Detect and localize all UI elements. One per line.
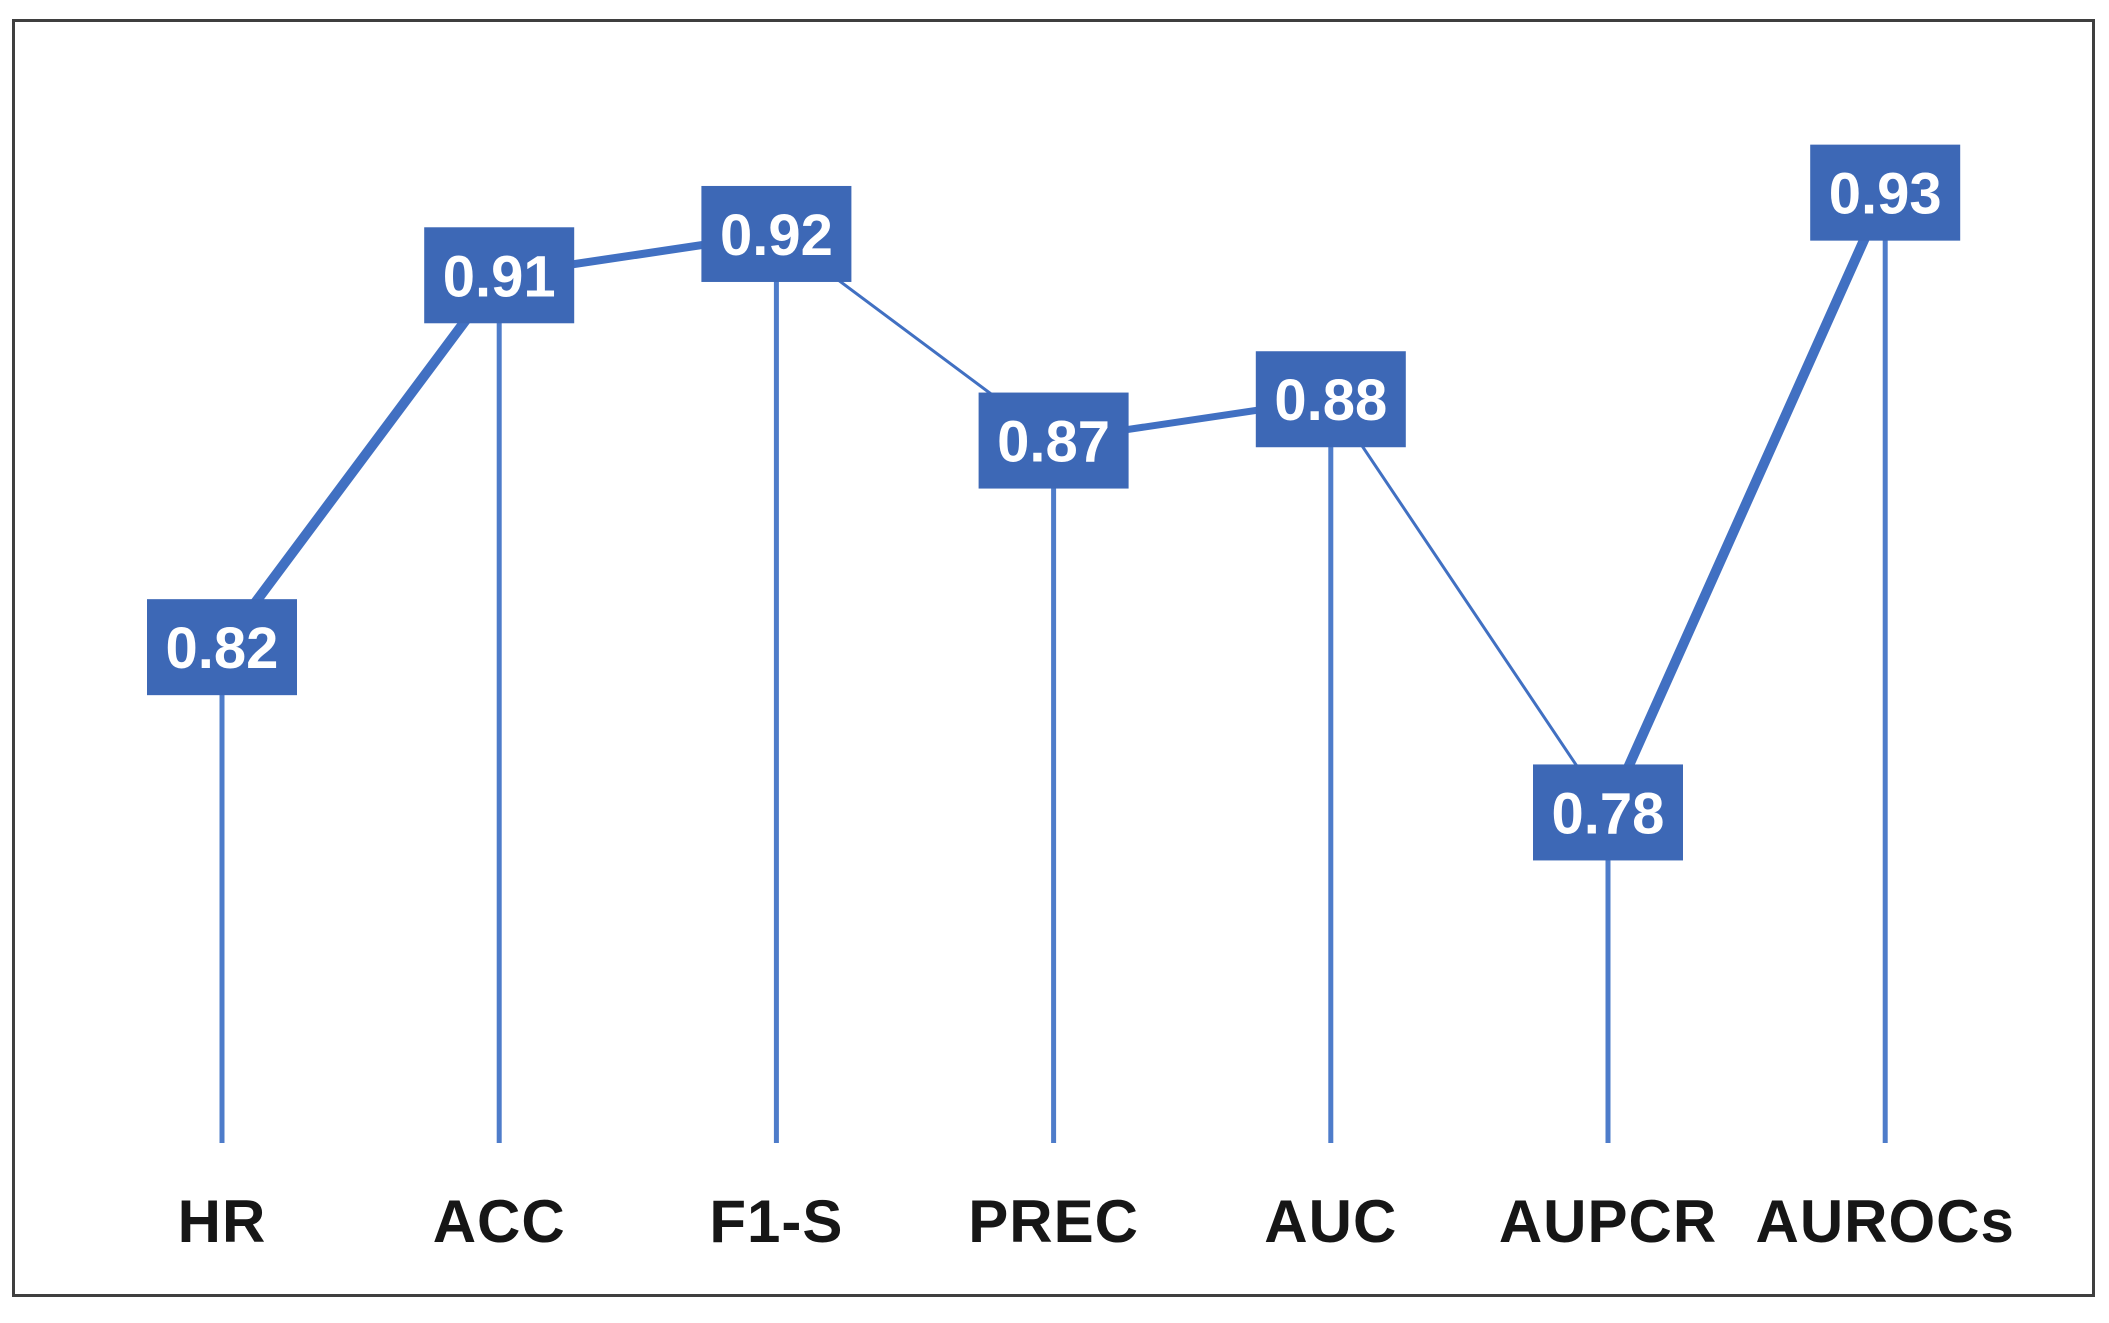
data-label-value: 0.88	[1274, 368, 1387, 433]
data-label-box	[147, 599, 297, 696]
data-label-box	[1810, 144, 1961, 241]
x-axis-label: HR	[178, 1188, 267, 1255]
x-axis-label: F1-S	[709, 1188, 843, 1255]
data-label-box	[424, 227, 575, 324]
x-axis-label: PREC	[968, 1188, 1139, 1255]
data-label-box	[1255, 351, 1406, 448]
data-label-box	[978, 392, 1129, 489]
x-axis-label: AUPCR	[1499, 1188, 1717, 1255]
data-label-box	[701, 185, 852, 282]
connector-segment	[1603, 187, 1891, 818]
data-label-value: 0.92	[720, 203, 833, 268]
data-label-value: 0.82	[166, 616, 279, 681]
connector-segment	[217, 270, 505, 653]
data-label-value: 0.93	[1829, 162, 1942, 227]
chart-frame-border	[12, 19, 2095, 1297]
x-axis-label: ACC	[433, 1188, 566, 1255]
x-axis-label: AUROCs	[1756, 1188, 2015, 1255]
data-label-value: 0.78	[1552, 781, 1665, 846]
data-label-value: 0.91	[443, 244, 556, 309]
data-label-value: 0.87	[997, 410, 1110, 475]
connector-segment	[1329, 397, 1610, 814]
x-axis-label: AUC	[1264, 1188, 1397, 1255]
data-label-box	[1533, 764, 1683, 861]
